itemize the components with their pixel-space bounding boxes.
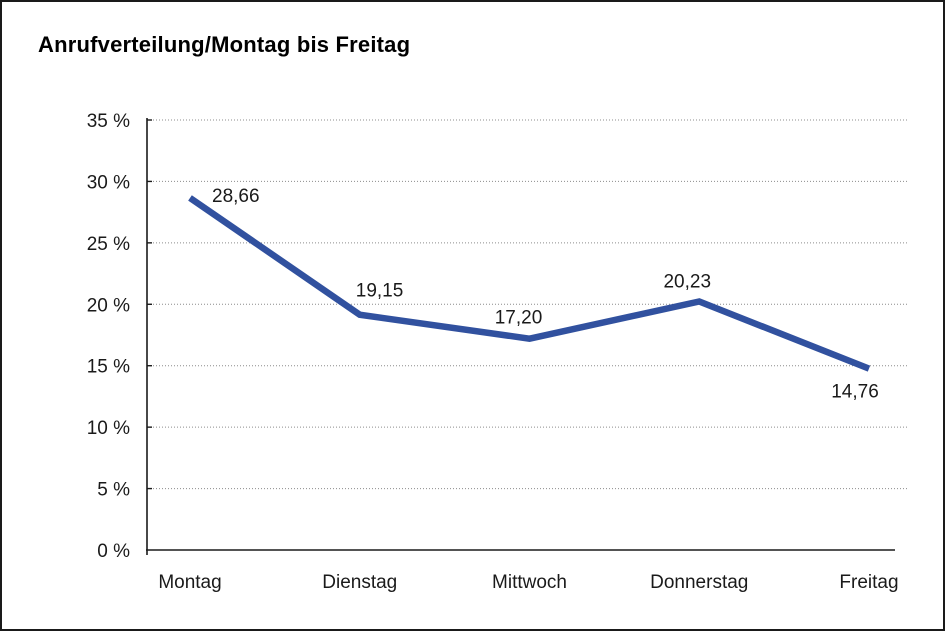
- gridlines: [147, 119, 909, 490]
- y-tick-label: 5 %: [97, 480, 130, 501]
- y-tick-label: 35 %: [87, 111, 130, 132]
- y-axis-labels: 0 % 5 % 10 % 15 % 20 % 25 % 30 % 35 %: [87, 111, 130, 562]
- y-tick-label: 15 %: [87, 357, 130, 378]
- x-tick-label: Montag: [158, 572, 221, 593]
- y-tick-label: 30 %: [87, 172, 130, 193]
- y-tick-label: 20 %: [87, 295, 130, 316]
- data-point-label: 17,20: [495, 308, 543, 329]
- x-tick-label: Freitag: [839, 572, 898, 593]
- data-point-label: 20,23: [663, 271, 711, 292]
- data-labels: 28,66 19,15 17,20 20,23 14,76: [212, 186, 879, 403]
- y-tick-label: 10 %: [87, 418, 130, 439]
- y-tick-label: 0 %: [97, 541, 130, 562]
- y-tick-label: 25 %: [87, 234, 130, 255]
- x-tick-label: Donnerstag: [650, 572, 748, 593]
- x-tick-label: Mittwoch: [492, 572, 567, 593]
- x-axis-labels: Montag Dienstag Mittwoch Donnerstag Freitag: [158, 572, 898, 593]
- data-point-label: 14,76: [831, 382, 879, 403]
- data-point-label: 28,66: [212, 186, 260, 207]
- x-tick-label: Dienstag: [322, 572, 397, 593]
- data-series-line: [188, 195, 871, 372]
- axes: [146, 118, 895, 555]
- chart-title: Anrufverteilung/Montag bis Freitag: [38, 32, 411, 57]
- data-point-label: 19,15: [356, 281, 404, 302]
